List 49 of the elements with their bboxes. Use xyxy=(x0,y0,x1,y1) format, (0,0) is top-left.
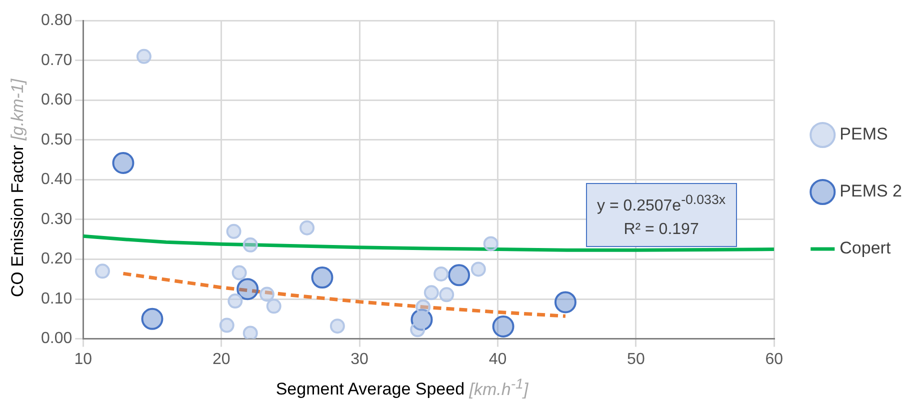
point xyxy=(448,264,470,286)
x-tick-label: 60 xyxy=(765,350,784,368)
x-tick-label: 50 xyxy=(627,350,645,368)
point xyxy=(236,278,259,300)
y-tick-label: 0.50 xyxy=(41,131,72,148)
point xyxy=(141,308,164,330)
line-series xyxy=(121,272,568,318)
legend-label: PEMS xyxy=(840,124,888,144)
y-tick-label: 0.00 xyxy=(41,330,72,348)
annotation: R² = 0.197 xyxy=(622,220,700,240)
point xyxy=(311,266,334,289)
point xyxy=(439,287,454,302)
point xyxy=(416,299,431,314)
point xyxy=(242,237,258,252)
legend-label: PEMS 2 xyxy=(840,182,902,201)
y-axis-title: CO Emission Factor [g.km-1] xyxy=(8,78,27,298)
point xyxy=(424,285,439,300)
point xyxy=(136,48,152,64)
point xyxy=(266,298,282,314)
point xyxy=(330,318,345,334)
y-tick-label: 0.20 xyxy=(41,250,72,268)
point xyxy=(300,220,315,236)
point xyxy=(228,294,243,309)
y-tick-label: 0.10 xyxy=(41,290,72,308)
y-tick-label: 0.40 xyxy=(41,171,72,188)
point xyxy=(410,322,426,338)
point xyxy=(232,265,247,280)
point xyxy=(554,291,576,314)
y-tick-label: 0.30 xyxy=(41,210,72,228)
annotation: y = 0.2507e$^{-0.033x}$ xyxy=(597,191,726,216)
y-tick-label: 0.80 xyxy=(41,12,72,30)
y-tick-label: 0.60 xyxy=(41,92,72,109)
point xyxy=(219,318,234,333)
x-tick-label: 20 xyxy=(212,350,230,368)
legend-label: Copert xyxy=(840,238,891,258)
point xyxy=(94,264,110,279)
point xyxy=(242,326,258,339)
point xyxy=(492,315,514,338)
x-axis-title: Segment Average Speed [km.h$^{-1}$] xyxy=(276,376,528,399)
x-tick-label: 10 xyxy=(74,350,92,368)
x-tick-label: 40 xyxy=(488,350,507,368)
x-tick-label: 30 xyxy=(350,350,369,368)
point xyxy=(226,224,242,239)
point xyxy=(259,286,274,302)
y-tick-label: 0.70 xyxy=(41,52,72,69)
point xyxy=(112,152,134,174)
point xyxy=(470,262,486,277)
point xyxy=(483,236,498,252)
point xyxy=(434,266,449,282)
